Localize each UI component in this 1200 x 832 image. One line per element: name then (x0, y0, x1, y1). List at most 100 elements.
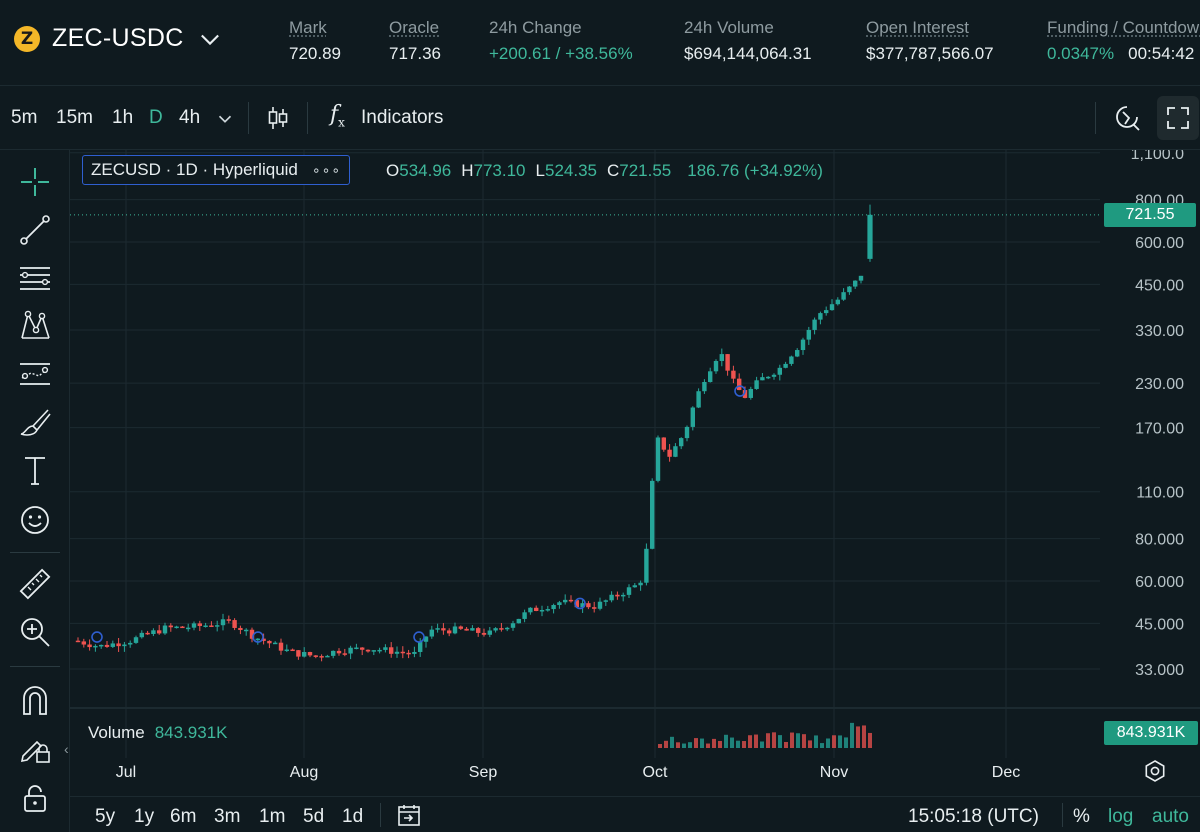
candle-body (481, 632, 487, 635)
candle-body (754, 380, 759, 389)
candle-body (829, 304, 835, 311)
stat-oracle: Oracle 717.36 (389, 18, 441, 64)
candle-body (510, 623, 516, 628)
candle-body (661, 437, 666, 450)
volume-bar (820, 743, 824, 748)
candle-body (673, 446, 678, 457)
candle-body (470, 628, 475, 631)
range-1m[interactable]: 1m (259, 806, 286, 827)
candle-body (273, 642, 278, 645)
collapse-sidebar-icon[interactable]: ‹ (64, 741, 69, 757)
range-5y[interactable]: 5y (95, 806, 116, 827)
magnet-tool[interactable] (17, 682, 53, 718)
timeframe-d[interactable]: D (149, 107, 163, 128)
candle-body (418, 641, 423, 652)
candlestick-icon[interactable] (265, 104, 291, 132)
candle-body (244, 629, 249, 632)
drawing-tools-sidebar (0, 150, 70, 832)
chevron-down-icon[interactable] (214, 105, 236, 133)
replay-icon[interactable] (1113, 104, 1141, 132)
utc-clock[interactable]: 15:05:18 (UTC) (908, 806, 1039, 827)
candle-body (99, 644, 104, 647)
event-marker (574, 597, 586, 610)
zoom-tool[interactable] (17, 614, 53, 650)
timeframe-1h[interactable]: 1h (112, 107, 134, 128)
auto-scale-toggle[interactable]: auto (1152, 806, 1189, 827)
candle-body (319, 656, 324, 658)
pair-selector[interactable]: Z ZEC-USDC (14, 24, 224, 53)
candle-body (574, 600, 579, 608)
ruler-tool[interactable] (17, 566, 53, 602)
candle-body (255, 638, 260, 641)
brush-icon (20, 409, 51, 436)
log-scale-toggle[interactable]: log (1108, 806, 1134, 827)
volume-bar (754, 734, 758, 748)
volume-bar (676, 742, 680, 748)
stat-oracle-label[interactable]: Oracle (389, 18, 440, 37)
candle-body (499, 628, 504, 630)
settings-gear-icon[interactable] (1142, 758, 1168, 784)
volume-bar (730, 737, 734, 748)
candle-body (394, 651, 400, 654)
fullscreen-button[interactable] (1157, 96, 1199, 140)
crosshair-tool[interactable] (17, 164, 53, 200)
price-tick-label: 45.000 (1135, 616, 1184, 633)
candle-body (313, 655, 318, 657)
pattern-tool[interactable] (17, 308, 53, 344)
candle-body (435, 628, 440, 630)
stat-funding-label[interactable]: Funding / Countdown (1047, 18, 1200, 37)
lock-drawing-tool[interactable] (17, 730, 53, 766)
candle-body (81, 641, 86, 645)
more-options-icon[interactable]: ∘∘∘ (311, 161, 342, 178)
range-5d[interactable]: 5d (303, 806, 325, 827)
lock-all-tool[interactable] (17, 780, 53, 816)
timeframe-5m[interactable]: 5m (11, 107, 38, 128)
open-value: 534.96 (399, 161, 452, 180)
stat-open-interest-label[interactable]: Open Interest (866, 18, 970, 37)
candle-body (447, 630, 452, 634)
pattern-icon (21, 310, 50, 339)
candle-body (847, 286, 852, 293)
emoji-tool[interactable] (17, 502, 53, 538)
candle-body (290, 649, 295, 652)
trend-line-tool[interactable] (17, 212, 53, 248)
candle-body (423, 636, 429, 642)
fx-icon[interactable]: fx (330, 102, 345, 130)
chevron-down-icon[interactable] (196, 25, 224, 53)
candle-body (122, 644, 127, 647)
timeframe-4h[interactable]: 4h (179, 107, 201, 128)
range-1d[interactable]: 1d (342, 806, 364, 827)
forecast-tool[interactable] (17, 356, 53, 392)
candle-body (441, 628, 446, 631)
candle-body (284, 649, 289, 652)
candle-body (302, 652, 307, 657)
price-chart[interactable]: 1,100.0800.00600.00450.00330.00230.00170… (70, 150, 1200, 796)
candle-body (545, 609, 550, 611)
symbol-legend[interactable]: ZECUSD · 1D · Hyperliquid ∘∘∘ (82, 155, 351, 185)
candle-body (116, 643, 121, 647)
candle-body (412, 651, 417, 654)
stat-24h-change-value: +200.61 / +38.56% (489, 44, 633, 63)
candle-body (713, 360, 719, 372)
horizontal-lines-icon (20, 267, 50, 290)
stat-open-interest-value: $377,787,566.07 (866, 44, 994, 63)
zcash-coin-icon: Z (14, 25, 40, 52)
volume-bar (688, 742, 692, 748)
candle-body (806, 329, 811, 340)
stat-mark-label[interactable]: Mark (289, 18, 327, 37)
candle-body (157, 630, 162, 634)
range-3m[interactable]: 3m (214, 806, 241, 827)
indicators-button[interactable]: Indicators (361, 107, 444, 128)
percent-scale-toggle[interactable]: % (1073, 806, 1090, 827)
go-to-date-icon[interactable] (396, 802, 422, 828)
range-1y[interactable]: 1y (134, 806, 155, 827)
candle-body (220, 619, 226, 626)
volume-bar (856, 726, 860, 748)
horizontal-lines-tool[interactable] (17, 260, 53, 296)
text-tool[interactable] (17, 452, 53, 488)
brush-tool[interactable] (17, 404, 53, 440)
volume-bar (760, 741, 764, 748)
pair-label: ZEC-USDC (52, 24, 184, 52)
range-6m[interactable]: 6m (170, 806, 197, 827)
timeframe-15m[interactable]: 15m (56, 107, 93, 128)
